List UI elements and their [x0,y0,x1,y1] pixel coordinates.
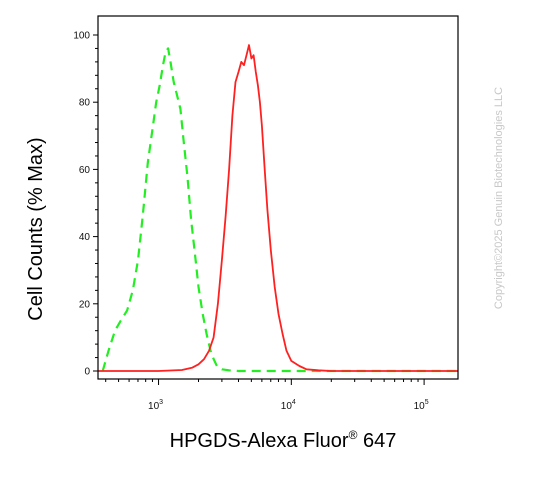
x-tick-label: 103 [148,399,163,412]
y-tick-label: 100 [73,31,90,42]
control-histogram-line [101,47,458,373]
y-tick-label: 60 [79,165,91,176]
x-axis-title-registered: ® [349,428,358,442]
y-tick-label: 0 [84,367,90,378]
x-tick-label: 105 [414,399,429,412]
x-axis-title-tail: 647 [357,430,396,452]
x-axis-title: HPGDS-Alexa Fluor® 647 [170,428,397,452]
y-tick-label: 20 [79,299,91,310]
x-axis-title-main: HPGDS-Alexa Fluor [170,430,349,452]
y-tick-label: 80 [79,98,91,109]
ticks: 0 20 40 60 80 100 103 104 105 [73,31,428,413]
y-tick-label: 40 [79,232,91,243]
sample-histogram-line [98,44,458,372]
x-tick-label: 104 [281,399,296,412]
plot-area [98,44,458,373]
y-axis-title: Cell Counts (% Max) [25,137,47,320]
copyright-watermark: Copyright©2025 Genuin Biotechnologies LL… [493,87,505,309]
